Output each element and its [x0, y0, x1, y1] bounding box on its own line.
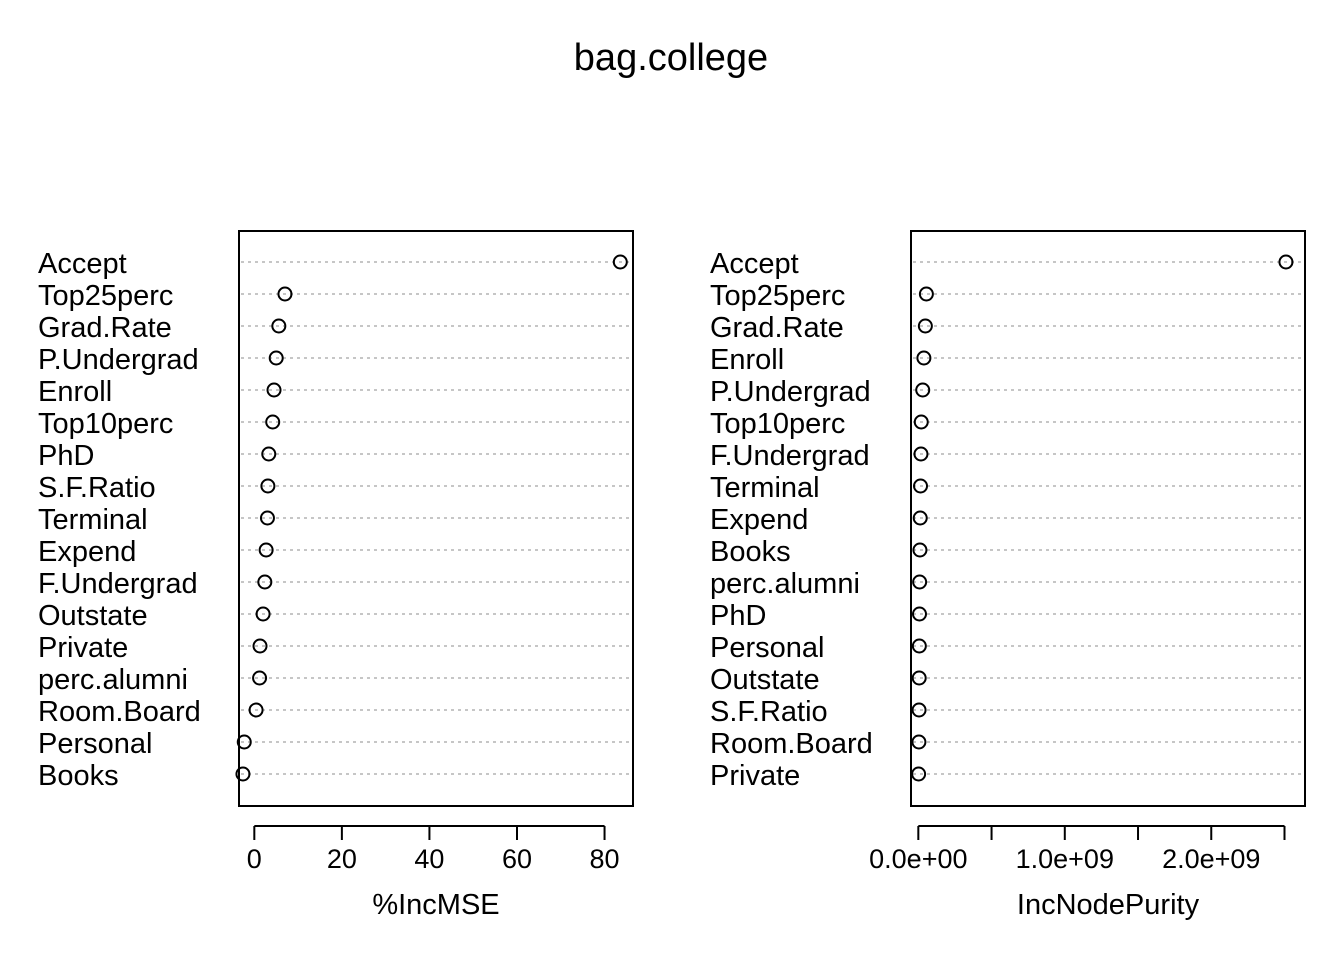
data-point-p-undergrad — [915, 382, 931, 398]
data-point-top25perc — [277, 286, 293, 302]
data-point-terminal — [259, 510, 275, 526]
panel-incmse: AcceptTop25percGrad.RateP.UndergradEnrol… — [38, 230, 634, 921]
category-label-terminal: Terminal — [710, 472, 820, 504]
category-label-books: Books — [38, 760, 119, 792]
category-label-p-undergrad: P.Undergrad — [710, 376, 871, 408]
plot-frame — [238, 230, 634, 807]
category-label-accept: Accept — [38, 248, 127, 280]
data-point-s-f-ratio — [260, 478, 276, 494]
category-label-room-board: Room.Board — [710, 728, 873, 760]
data-point-top10perc — [913, 414, 929, 430]
data-point-private — [252, 638, 268, 654]
plot-frame — [910, 230, 1306, 807]
data-point-phd — [911, 606, 927, 622]
data-point-private — [911, 766, 927, 782]
x-tick-label: 60 — [502, 844, 532, 874]
data-point-s-f-ratio — [911, 702, 927, 718]
category-label-outstate: Outstate — [38, 600, 148, 632]
x-tick-label: 0 — [247, 844, 262, 874]
data-point-grad-rate — [917, 318, 933, 334]
data-point-personal — [236, 734, 252, 750]
data-point-perc-alumni — [912, 574, 928, 590]
category-label-phd: PhD — [38, 440, 94, 472]
data-point-books — [235, 766, 251, 782]
data-point-room-board — [248, 702, 264, 718]
x-tick-label: 0.0e+00 — [869, 844, 967, 874]
category-label-expend: Expend — [710, 504, 808, 536]
category-label-private: Private — [38, 632, 128, 664]
data-point-books — [912, 542, 928, 558]
category-label-top25perc: Top25perc — [38, 280, 173, 312]
data-point-enroll — [916, 350, 932, 366]
data-point-perc-alumni — [252, 670, 268, 686]
category-label-top10perc: Top10perc — [38, 408, 173, 440]
category-label-room-board: Room.Board — [38, 696, 201, 728]
chart-title: bag.college — [574, 37, 768, 79]
category-label-s-f-ratio: S.F.Ratio — [38, 472, 156, 504]
category-label-personal: Personal — [38, 728, 152, 760]
data-point-terminal — [913, 478, 929, 494]
category-label-grad-rate: Grad.Rate — [710, 312, 844, 344]
data-point-enroll — [266, 382, 282, 398]
category-label-perc-alumni: perc.alumni — [710, 568, 860, 600]
category-label-p-undergrad: P.Undergrad — [38, 344, 199, 376]
data-point-outstate — [255, 606, 271, 622]
category-label-outstate: Outstate — [710, 664, 820, 696]
category-label-top10perc: Top10perc — [710, 408, 845, 440]
category-label-books: Books — [710, 536, 791, 568]
data-point-expend — [912, 510, 928, 526]
data-point-top25perc — [918, 286, 934, 302]
category-label-grad-rate: Grad.Rate — [38, 312, 172, 344]
category-label-top25perc: Top25perc — [710, 280, 845, 312]
data-point-f-undergrad — [913, 446, 929, 462]
data-point-grad-rate — [271, 318, 287, 334]
category-label-enroll: Enroll — [38, 376, 112, 408]
data-point-top10perc — [265, 414, 281, 430]
data-point-p-undergrad — [268, 350, 284, 366]
category-label-personal: Personal — [710, 632, 824, 664]
x-tick-label: 2.0e+09 — [1162, 844, 1260, 874]
x-tick-label: 1.0e+09 — [1016, 844, 1114, 874]
x-tick-label: 20 — [327, 844, 357, 874]
category-label-f-undergrad: F.Undergrad — [38, 568, 198, 600]
category-label-private: Private — [710, 760, 800, 792]
category-label-s-f-ratio: S.F.Ratio — [710, 696, 828, 728]
x-axis-label: IncNodePurity — [1017, 889, 1200, 921]
data-point-phd — [261, 446, 277, 462]
x-axis-label: %IncMSE — [372, 889, 499, 921]
data-point-expend — [258, 542, 274, 558]
category-label-accept: Accept — [710, 248, 799, 280]
data-point-accept — [612, 254, 628, 270]
category-label-f-undergrad: F.Undergrad — [710, 440, 870, 472]
data-point-personal — [911, 638, 927, 654]
panel-incnodepurity: AcceptTop25percGrad.RateEnrollP.Undergra… — [710, 230, 1306, 921]
data-point-accept — [1278, 254, 1294, 270]
data-point-f-undergrad — [257, 574, 273, 590]
category-label-perc-alumni: perc.alumni — [38, 664, 188, 696]
category-label-enroll: Enroll — [710, 344, 784, 376]
data-point-room-board — [911, 734, 927, 750]
x-tick-label: 40 — [414, 844, 444, 874]
x-tick-label: 80 — [590, 844, 620, 874]
data-point-outstate — [911, 670, 927, 686]
category-label-terminal: Terminal — [38, 504, 148, 536]
category-label-expend: Expend — [38, 536, 136, 568]
category-label-phd: PhD — [710, 600, 766, 632]
